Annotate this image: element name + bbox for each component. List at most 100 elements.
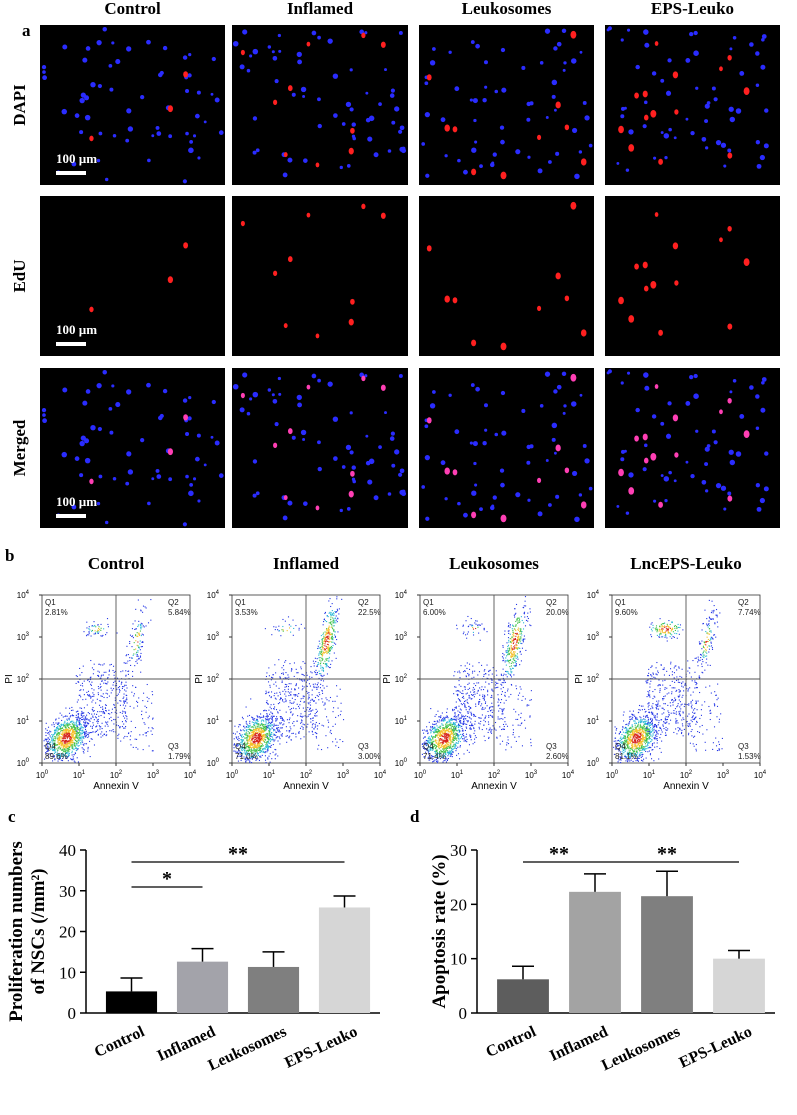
event-dot — [80, 733, 82, 735]
event-dot — [266, 672, 268, 674]
event-dot — [97, 711, 99, 713]
event-dot — [269, 729, 271, 732]
event-dot — [428, 756, 430, 758]
event-dot — [68, 734, 70, 736]
event-dot — [332, 711, 334, 713]
nucleus — [62, 44, 68, 50]
event-dot — [335, 622, 337, 624]
event-dot — [454, 724, 456, 726]
event-dot — [69, 729, 71, 731]
event-dot — [257, 729, 260, 731]
event-dot — [80, 736, 82, 739]
event-dot — [283, 723, 285, 725]
nucleus — [239, 407, 245, 413]
event-dot — [271, 739, 273, 741]
event-dot — [146, 696, 148, 698]
event-dot — [101, 722, 103, 724]
event-dot — [83, 718, 85, 720]
nucleus — [125, 138, 130, 143]
event-dot — [53, 736, 55, 738]
quadrant-name: Q1 — [45, 598, 56, 607]
event-dot — [62, 733, 64, 735]
event-dot — [266, 726, 269, 728]
edu-cell — [658, 329, 663, 336]
nucleus — [444, 497, 448, 501]
event-dot — [67, 726, 69, 729]
event-dot — [60, 744, 62, 746]
nucleus — [660, 474, 664, 478]
event-dot — [440, 735, 443, 737]
event-dot — [255, 731, 257, 734]
event-dot — [293, 720, 295, 723]
event-dot — [438, 721, 440, 723]
nucleus — [232, 383, 239, 390]
event-dot — [93, 695, 95, 697]
event-dot — [302, 674, 304, 676]
event-dot — [115, 684, 118, 687]
event-dot — [307, 707, 309, 709]
event-dot — [266, 737, 269, 739]
event-dot — [65, 726, 67, 728]
event-dot — [64, 725, 66, 727]
event-dot — [136, 654, 138, 656]
event-dot — [254, 728, 256, 731]
event-dot — [455, 706, 457, 708]
event-dot — [257, 734, 259, 736]
event-dot — [436, 750, 438, 752]
event-dot — [122, 715, 125, 717]
event-dot — [131, 646, 133, 648]
event-dot — [59, 742, 61, 744]
event-dot — [267, 723, 270, 725]
event-dot — [259, 755, 261, 757]
event-dot — [253, 748, 255, 750]
event-dot — [435, 760, 438, 762]
nucleus — [311, 30, 317, 36]
event-dot — [79, 694, 81, 696]
event-dot — [315, 674, 317, 676]
event-dot — [94, 633, 97, 635]
event-dot — [251, 716, 253, 718]
event-dot — [107, 681, 109, 683]
event-dot — [268, 731, 271, 733]
event-dot — [256, 744, 258, 746]
event-dot — [61, 729, 63, 732]
event-dot — [78, 733, 80, 736]
event-dot — [245, 733, 247, 735]
event-dot — [271, 634, 273, 636]
event-dot — [449, 737, 451, 739]
event-dot — [318, 647, 320, 649]
event-dot — [61, 742, 63, 744]
event-dot — [275, 734, 277, 736]
event-dot — [253, 733, 256, 735]
event-dot — [257, 738, 259, 740]
event-dot — [449, 724, 451, 726]
event-dot — [92, 716, 94, 718]
edu-cell — [555, 444, 561, 452]
event-dot — [444, 717, 446, 719]
event-dot — [84, 733, 86, 735]
y-axis-label: PI — [4, 674, 15, 683]
event-dot — [440, 745, 442, 747]
event-dot — [57, 741, 59, 743]
event-dot — [137, 625, 139, 628]
event-dot — [441, 723, 443, 725]
event-dot — [483, 699, 485, 701]
event-dot — [423, 742, 425, 744]
row-label: Merged — [10, 419, 29, 476]
event-dot — [95, 626, 97, 628]
event-dot — [474, 670, 476, 672]
event-dot — [321, 653, 323, 655]
event-dot — [107, 676, 109, 679]
event-dot — [478, 703, 480, 705]
micrograph — [419, 368, 594, 528]
event-dot — [285, 735, 287, 737]
nucleus — [588, 486, 593, 491]
event-dot — [468, 687, 471, 689]
event-dot — [138, 647, 140, 649]
event-dot — [436, 735, 438, 737]
edu-cell — [444, 124, 450, 132]
event-dot — [114, 711, 116, 713]
event-dot — [459, 724, 461, 726]
event-dot — [432, 755, 434, 758]
event-dot — [48, 738, 50, 740]
